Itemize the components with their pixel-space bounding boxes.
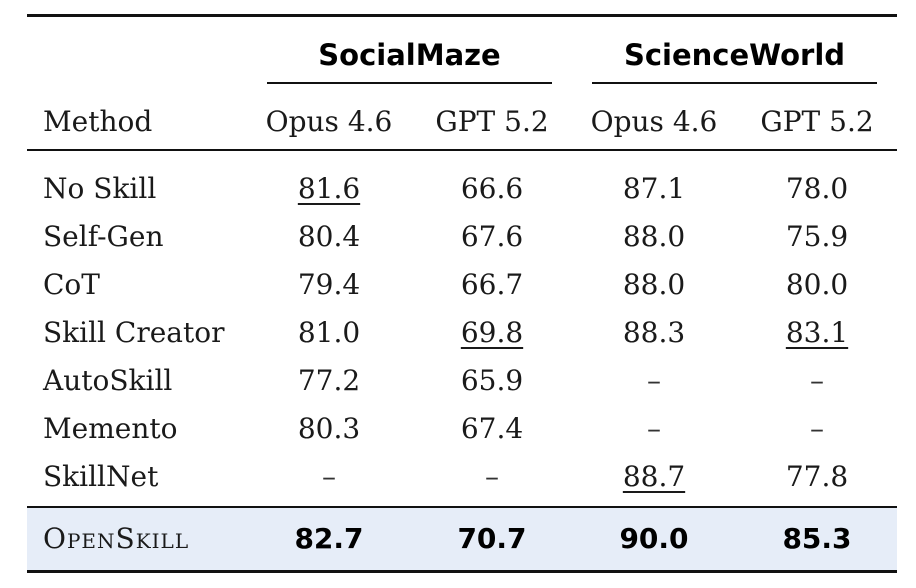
header-method: Method (43, 105, 153, 138)
table-row: AutoSkill 77.2 65.9 – – (27, 358, 897, 404)
row-value: – (647, 364, 661, 397)
header-socialmaze-opus: Opus 4.6 (265, 105, 393, 138)
row-value: 88.3 (622, 316, 686, 349)
row-value: 66.7 (460, 268, 524, 301)
final-value: 85.3 (782, 522, 852, 555)
header-scienceworld-opus: Opus 4.6 (590, 105, 718, 138)
group-header-socialmaze: SocialMaze (318, 38, 501, 72)
group-underline-scienceworld (592, 82, 877, 84)
header-row: Method Opus 4.6 GPT 5.2 Opus 4.6 GPT 5.2 (27, 99, 897, 145)
row-method: Skill Creator (43, 316, 225, 349)
final-row: OpenSkill 82.7 70.7 90.0 85.3 (27, 516, 897, 562)
row-value: 65.9 (460, 364, 524, 397)
row-value: 88.7 (622, 460, 686, 493)
header-socialmaze-gpt: GPT 5.2 (435, 105, 549, 138)
row-value: 80.0 (785, 268, 849, 301)
row-value: – (647, 412, 661, 445)
results-table: SocialMaze ScienceWorld Method Opus 4.6 … (27, 0, 897, 588)
table-row: SkillNet – – 88.7 77.8 (27, 454, 897, 500)
row-value: 69.8 (460, 316, 524, 349)
table-row: Skill Creator 81.0 69.8 88.3 83.1 (27, 310, 897, 356)
row-value: 80.4 (297, 220, 361, 253)
row-value: 67.4 (460, 412, 524, 445)
row-method: No Skill (43, 172, 157, 205)
top-rule (27, 14, 897, 17)
row-value: 88.0 (622, 268, 686, 301)
row-value: – (322, 460, 336, 493)
header-scienceworld-gpt: GPT 5.2 (760, 105, 874, 138)
final-value: 90.0 (619, 522, 689, 555)
row-value: 79.4 (297, 268, 361, 301)
row-value: 67.6 (460, 220, 524, 253)
final-value: 70.7 (457, 522, 527, 555)
row-value: 80.3 (297, 412, 361, 445)
row-value: 83.1 (785, 316, 849, 349)
separator-rule (27, 506, 897, 508)
row-value: – (810, 364, 824, 397)
row-method: Memento (43, 412, 178, 445)
final-value: 82.7 (294, 522, 364, 555)
group-header-scienceworld: ScienceWorld (623, 38, 846, 72)
row-value: 81.0 (297, 316, 361, 349)
table-row: CoT 79.4 66.7 88.0 80.0 (27, 262, 897, 308)
row-value: 87.1 (622, 172, 686, 205)
row-value: – (485, 460, 499, 493)
row-value: 81.6 (297, 172, 361, 205)
table-row: Self-Gen 80.4 67.6 88.0 75.9 (27, 214, 897, 260)
row-value: – (810, 412, 824, 445)
row-value: 78.0 (785, 172, 849, 205)
row-value: 75.9 (785, 220, 849, 253)
row-method: Self-Gen (43, 220, 164, 253)
row-value: 77.2 (297, 364, 361, 397)
group-underline-socialmaze (267, 82, 552, 84)
table-row: Memento 80.3 67.4 – – (27, 406, 897, 452)
row-value: 88.0 (622, 220, 686, 253)
highlight-row-background (27, 508, 897, 570)
row-method: CoT (43, 268, 100, 301)
row-method: AutoSkill (43, 364, 173, 397)
row-value: 77.8 (785, 460, 849, 493)
header-rule (27, 149, 897, 151)
row-value: 66.6 (460, 172, 524, 205)
final-method: OpenSkill (43, 522, 190, 555)
bottom-rule (27, 570, 897, 573)
row-method: SkillNet (43, 460, 159, 493)
table-row: No Skill 81.6 66.6 87.1 78.0 (27, 166, 897, 212)
